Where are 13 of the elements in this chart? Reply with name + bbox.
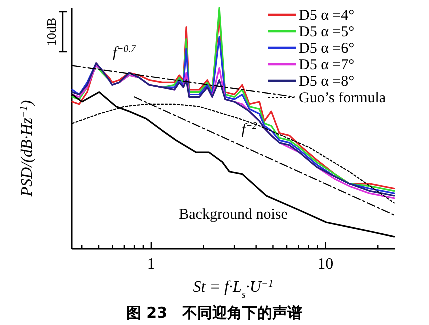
legend-label: D5 α =6° [299,41,355,57]
x-tick-label: 1 [147,256,156,273]
legend-label: D5 α =7° [299,58,355,74]
x-tick-label: 10 [318,256,334,273]
legend-label: D5 α =5° [299,24,355,40]
legend-label: D5 α =8° [299,74,355,90]
legend-label: Guo’s formula [299,90,386,106]
annotation: f$^{−0.7}$ [112,44,138,62]
legend-label: D5 α =4° [299,8,355,24]
text: 图 23 不同迎角下的声谱 [126,304,303,322]
x-axis-title: St = f·L$_{s}$·U$^{−1}$ [193,278,274,300]
text: 10dB [44,18,59,46]
annotation: Background noise [179,207,288,223]
